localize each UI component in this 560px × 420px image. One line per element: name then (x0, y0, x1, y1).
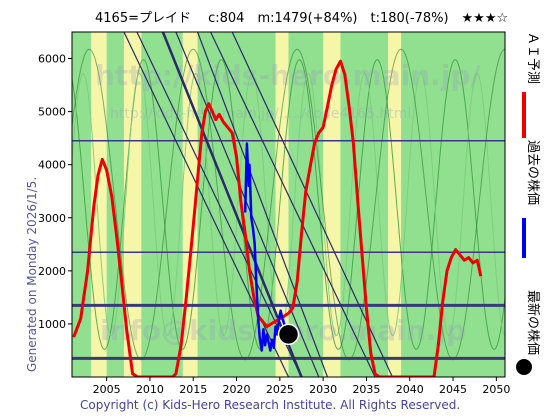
plot-frame (71, 31, 506, 378)
x-tick-label-2050: 2050 (482, 383, 510, 396)
copyright-footer: Copyright (c) Kids-Hero Research Institu… (80, 398, 460, 412)
x-tick-label-2045: 2045 (439, 383, 467, 396)
band-1 (91, 32, 107, 377)
x-tick-label-2035: 2035 (352, 383, 380, 396)
y-axis: 1000 2000 3000 4000 5000 6000 (38, 53, 72, 331)
band-7 (275, 32, 289, 377)
y-tick-label-4000: 4000 (38, 159, 66, 172)
band-10 (340, 32, 389, 377)
trend-line-1 (136, 32, 303, 377)
legend-ai-swatch (522, 92, 526, 138)
watermark-url: http://kids-hero.main.jp/ (95, 59, 481, 92)
band-4 (141, 32, 183, 377)
legend-past-label: 過去の株価 (525, 140, 540, 205)
x-axis: 2005 2010 2015 2020 2025 2030 2035 2040 2045 2050 (93, 377, 510, 396)
past-price-series (243, 142, 289, 352)
y-tick-label-3000: 3000 (38, 212, 66, 225)
y-tick-label-6000: 6000 (38, 53, 66, 66)
band-11 (388, 32, 402, 377)
legend: ＡＩ予測 過去の株価 最新の株価 (516, 32, 541, 375)
trend-line-4 (197, 32, 329, 377)
band-0 (72, 32, 92, 377)
x-tick-label-2015: 2015 (179, 383, 207, 396)
x-tick-label-2020: 2020 (223, 383, 251, 396)
y-tick-label-2000: 2000 (38, 265, 66, 278)
latest-price-marker-group (277, 323, 300, 346)
watermark-detail: http://kids-hero.main.jp/...../code4165.… (110, 106, 411, 122)
trend-line-3 (175, 32, 320, 377)
cycle-curve-1 (72, 72, 505, 337)
band-3 (123, 32, 142, 377)
x-tick-label-2005: 2005 (93, 383, 121, 396)
past-price-line (243, 142, 289, 352)
legend-ai-label: ＡＩ予測 (525, 32, 540, 84)
x-tick-label-2025: 2025 (266, 383, 294, 396)
legend-latest-label: 最新の株価 (525, 290, 541, 355)
generated-note: Generated on Monday 2026/1/5. (25, 177, 39, 372)
chart-title: 4165=プレイド c:804 m:1479(+84%) t:180(-78%)… (95, 11, 508, 26)
trend-line-6 (231, 32, 393, 377)
legend-latest-swatch (516, 359, 532, 375)
latest-price-marker (277, 323, 300, 346)
x-tick-label-2010: 2010 (136, 383, 164, 396)
legend-past-swatch (522, 218, 526, 258)
band-9 (323, 32, 341, 377)
x-tick-label-2030: 2030 (309, 383, 337, 396)
cycle-curve-0 (72, 59, 505, 350)
y-tick-label-5000: 5000 (38, 106, 66, 119)
trend-line-5 (210, 32, 376, 377)
x-tick-label-2040: 2040 (396, 383, 424, 396)
y-tick-label-1000: 1000 (38, 318, 66, 331)
